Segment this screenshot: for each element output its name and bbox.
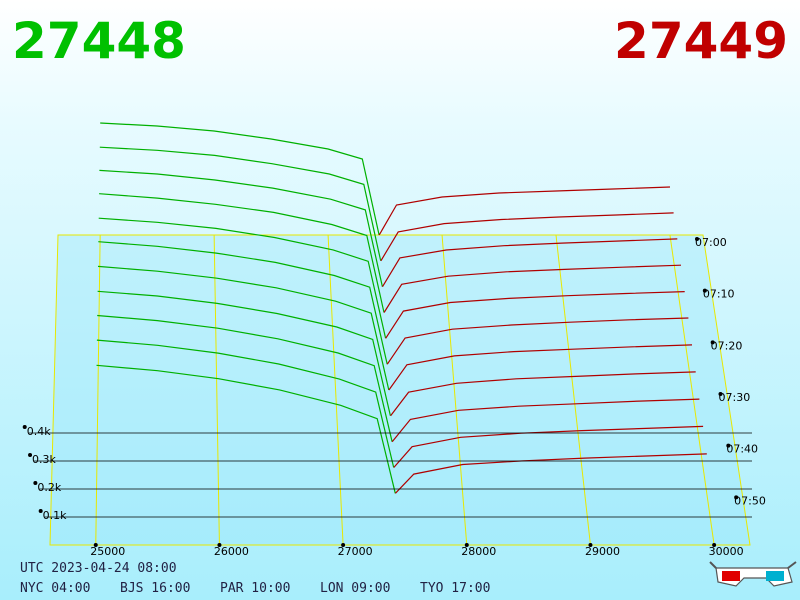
price-tick xyxy=(464,543,469,547)
depth-line xyxy=(380,212,674,262)
3d-glasses-icon[interactable] xyxy=(709,561,797,587)
depth-tick xyxy=(33,481,38,485)
depth-line xyxy=(390,371,696,417)
price-grid-line xyxy=(669,234,715,546)
x-tick-label: 26000 xyxy=(214,545,249,558)
depth-line xyxy=(378,186,671,236)
price-grid-line xyxy=(555,234,591,546)
zone-time: BJS 16:00 xyxy=(120,581,190,596)
time-tick-label: 07:00 xyxy=(695,236,727,249)
depth-tick xyxy=(28,453,33,457)
depth-line xyxy=(386,317,689,365)
time-tick-label: 07:10 xyxy=(703,288,735,301)
depth-line xyxy=(99,193,385,313)
depth-line xyxy=(98,241,388,365)
depth-line xyxy=(100,122,380,236)
time-tick-label: 07:50 xyxy=(734,494,766,507)
time-tick-label: 07:40 xyxy=(726,443,758,456)
depth-line xyxy=(381,238,678,288)
x-tick-label: 30000 xyxy=(709,545,744,558)
bid-price: 27448 xyxy=(12,12,186,70)
depth-line xyxy=(98,217,387,339)
zone-time: TYO 17:00 xyxy=(420,581,490,596)
zone-time: PAR 10:00 xyxy=(220,581,290,596)
price-tick xyxy=(341,543,346,547)
depth-tick xyxy=(38,509,43,513)
price-grid-line xyxy=(95,234,101,546)
time-tick xyxy=(695,237,699,241)
y-tick-label: 0.4k xyxy=(27,425,51,438)
price-tick xyxy=(588,543,593,547)
time-tick xyxy=(718,392,723,396)
price-grid-line xyxy=(327,234,344,546)
price-tick xyxy=(217,543,222,547)
time-tick-label: 07:20 xyxy=(711,339,743,352)
ask-price: 27449 xyxy=(614,12,788,70)
utc-time: UTC 2023-04-24 08:00 xyxy=(20,561,177,576)
y-tick-label: 0.1k xyxy=(43,509,67,522)
price-grid-line xyxy=(441,234,468,546)
depth-line xyxy=(96,364,396,494)
floor-frame xyxy=(49,234,751,546)
depth-line xyxy=(388,344,693,391)
x-tick-label: 27000 xyxy=(338,545,373,558)
y-tick-label: 0.3k xyxy=(32,453,56,466)
depth-tick xyxy=(22,425,27,429)
x-tick-label: 28000 xyxy=(461,545,496,558)
price-grid-line xyxy=(213,234,220,546)
depth-line xyxy=(99,169,383,287)
depth-line xyxy=(391,398,700,443)
time-tick xyxy=(710,340,715,345)
time-tick xyxy=(702,288,707,293)
depth-line xyxy=(385,291,685,339)
time-tick xyxy=(726,443,731,448)
time-tick xyxy=(734,495,739,500)
depth-line xyxy=(96,339,395,468)
y-tick-label: 0.2k xyxy=(37,481,61,494)
zone-time: NYC 04:00 xyxy=(20,581,90,596)
depth-line xyxy=(99,146,382,261)
price-tick xyxy=(93,543,98,547)
x-tick-label: 29000 xyxy=(585,545,620,558)
zone-time: LON 09:00 xyxy=(320,581,390,596)
plot: 25000 26000 27000 28000 29000 30000 07:00 07:10… xyxy=(22,122,766,558)
depth-line xyxy=(97,265,390,391)
depth-line xyxy=(383,264,682,313)
depth-line xyxy=(97,290,391,416)
depth-line xyxy=(97,314,393,442)
price-tick xyxy=(712,543,717,547)
time-tick-label: 07:30 xyxy=(719,391,751,404)
x-tick-label: 25000 xyxy=(90,545,125,558)
